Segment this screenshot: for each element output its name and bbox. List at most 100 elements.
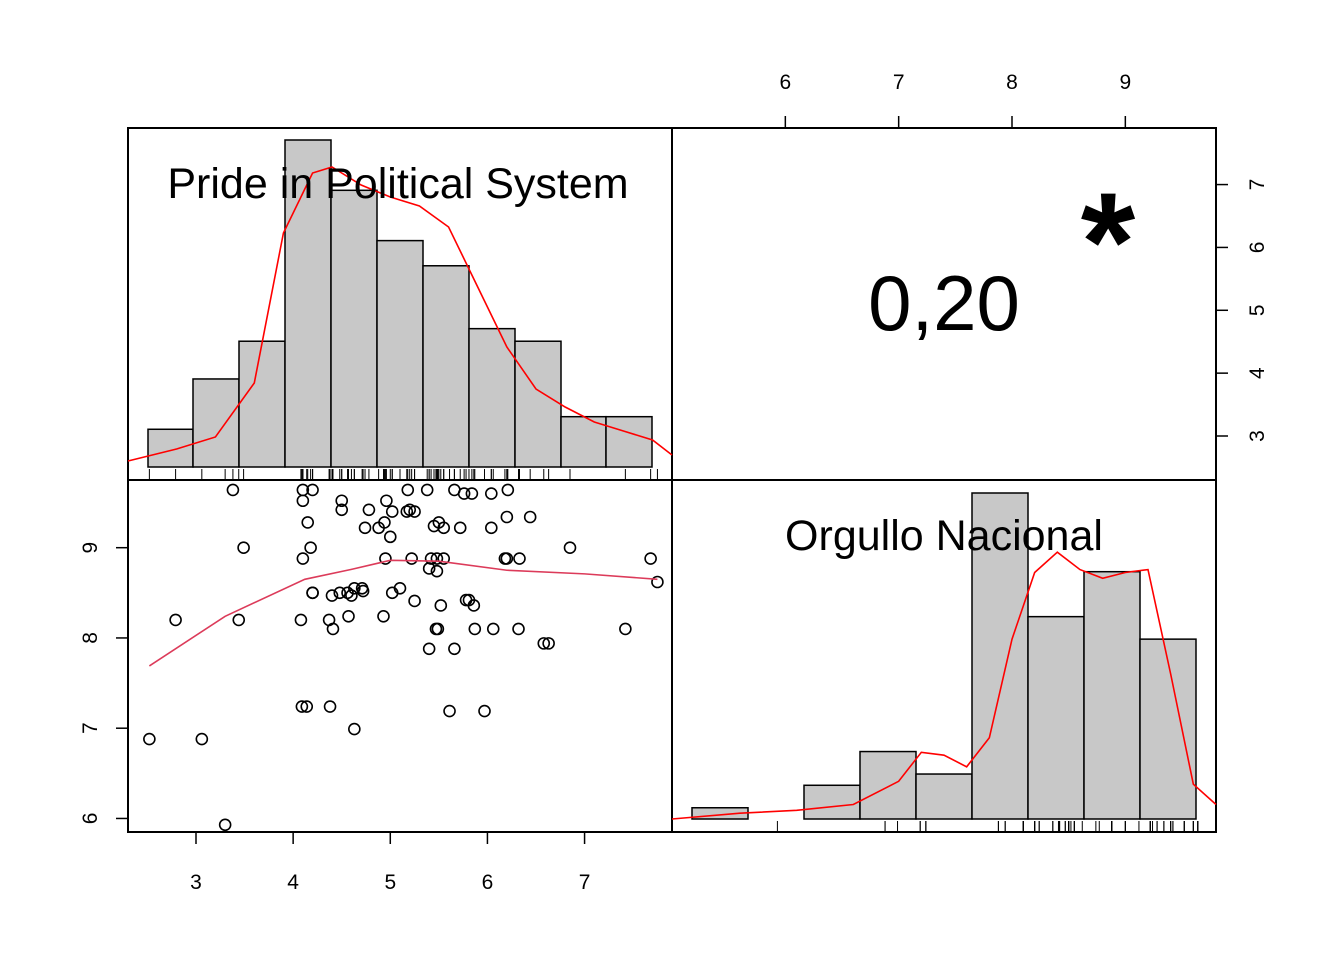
scatter-point (296, 494, 310, 508)
y-tick-label: 9 (79, 542, 102, 554)
top-tick-label: 9 (1119, 71, 1131, 94)
scatter-point (195, 732, 209, 746)
scatter-point (422, 642, 436, 656)
scatter-point (453, 521, 467, 535)
scatter-point (405, 552, 418, 565)
scatter-point (295, 700, 309, 713)
scatter-point (501, 483, 515, 497)
hist-bar (147, 428, 194, 468)
hist-bar (971, 492, 1029, 820)
scatter-point (304, 541, 317, 554)
scatter-point (644, 552, 657, 565)
scatter-point (393, 582, 407, 595)
hist-bar (238, 340, 286, 468)
right-tick-label: 7 (1246, 179, 1269, 191)
scatter-point (226, 483, 240, 497)
scatter-point (342, 609, 355, 623)
scatter-point (326, 622, 340, 636)
scatter-point (300, 700, 314, 713)
scatter-point (420, 483, 434, 497)
scatter-point (232, 613, 246, 627)
scatter-point (434, 599, 448, 612)
hist-bar (915, 773, 973, 820)
scatter-point (465, 487, 479, 500)
scatter-point (443, 704, 456, 718)
scatter-point (485, 521, 498, 535)
scatter-panel (143, 483, 664, 832)
significance-star: * (1081, 163, 1136, 320)
scatter-point (512, 622, 525, 636)
hist-bar (803, 784, 861, 820)
right-tick-label: 4 (1246, 367, 1269, 379)
scatter-point (323, 700, 337, 713)
hist-bar (1083, 570, 1141, 820)
panel-frames (127, 127, 1217, 833)
histogram-orgullo-nacional (671, 492, 1217, 833)
scatter-point (500, 510, 514, 524)
scatter-point (333, 586, 347, 600)
scatter-point (380, 494, 393, 508)
hist-bar (1027, 615, 1085, 820)
scatter-point (478, 704, 491, 718)
x-tick-label: 5 (384, 871, 396, 894)
scatter-point (430, 564, 444, 578)
scatter-point (383, 530, 397, 544)
scatter-point (345, 589, 358, 602)
top-tick-label: 8 (1006, 71, 1018, 94)
scatter-point (143, 732, 156, 746)
hist-bar (468, 327, 516, 468)
scatter-point (457, 487, 471, 500)
scatter-point (563, 541, 577, 554)
hist-bar (330, 189, 378, 468)
panel-title-orgullo: Orgullo Nacional (785, 512, 1103, 560)
scatter-point (325, 589, 339, 602)
scatter-point (335, 503, 349, 517)
scatter-point (306, 586, 319, 600)
y-tick-label: 8 (79, 632, 102, 644)
panel-title-pride: Pride in Political System (167, 160, 628, 208)
scatter-point (379, 552, 392, 565)
scatter-point (437, 521, 451, 535)
scatter-point (437, 552, 451, 565)
hist-bar (514, 340, 562, 468)
right-tick-label: 6 (1246, 242, 1269, 254)
right-tick-label: 5 (1246, 304, 1269, 316)
scatter-point (385, 505, 399, 518)
scatter-point (294, 613, 308, 627)
scatter-point (430, 552, 444, 565)
correlation-value: 0,20 (868, 259, 1020, 347)
hist-bar (605, 415, 653, 468)
scatter-point (218, 818, 232, 832)
scatter-point (467, 599, 481, 612)
hist-bar (1139, 638, 1197, 820)
scatter-point (237, 541, 250, 554)
histogram-pride-political-system (127, 139, 673, 481)
scatter-point (513, 552, 526, 565)
scatter-point (429, 622, 443, 636)
density-line (671, 551, 1217, 820)
x-tick-label: 7 (579, 871, 591, 894)
scatter-point (348, 582, 361, 595)
y-tick-label: 6 (79, 813, 102, 825)
scatter-point (306, 483, 319, 497)
smooth-line (148, 559, 658, 667)
scatter-point (378, 516, 391, 529)
scatter-point (422, 562, 436, 575)
scatter-point (500, 552, 514, 565)
scatter-point (358, 521, 372, 535)
axes: 3 4 5 6 7 6 7 8 9 6 7 8 9 3 4 5 6 7 (79, 71, 1269, 894)
scatter-point (301, 516, 315, 529)
scatter-point (651, 575, 664, 589)
hist-bar (284, 139, 332, 468)
hist-bar (859, 750, 917, 820)
scatter-point (448, 642, 461, 656)
y-tick-label: 7 (79, 722, 102, 734)
scatter-point (408, 594, 421, 608)
scatter-point (296, 552, 310, 565)
scatter-point (356, 584, 370, 598)
scatter-point (619, 622, 632, 636)
scatter-point (542, 637, 555, 650)
hist-bar (192, 378, 240, 468)
x-tick-label: 4 (287, 871, 299, 894)
